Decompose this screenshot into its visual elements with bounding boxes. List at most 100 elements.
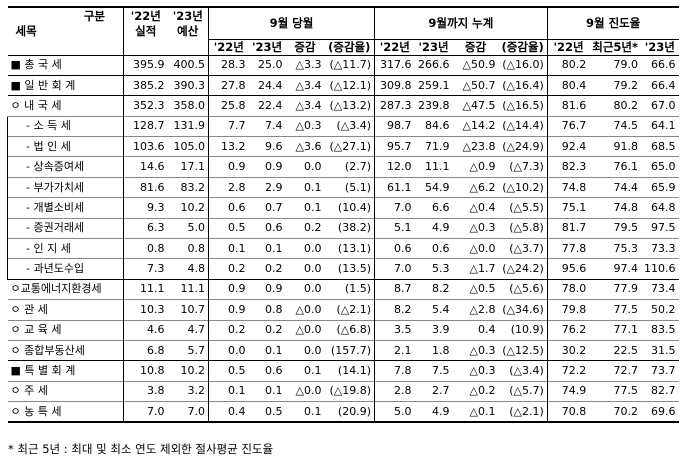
table-row: ㅇ 주 세 3.8 3.2 0.1 0.1 △0.0 (△19.8) 2.8 2.7 △0.2 (△…: [7, 380, 679, 402]
col23-label-1: '23년: [167, 6, 209, 23]
table-cell: (△2.1): [498, 401, 548, 424]
table-cell: 0.2: [208, 258, 249, 280]
table-cell: 0.7: [248, 197, 286, 219]
table-cell: 105.0: [167, 136, 209, 157]
table-row: - 과년도수입 7.3 4.8 0.2 0.2 0.0 (13.5) 7.0 5.3 △1.7 (△…: [7, 258, 679, 280]
table-cell: 79.8: [546, 299, 590, 321]
table-cell: (△5.5): [498, 197, 548, 219]
group-month: 9월 당월: [208, 6, 375, 40]
table-cell: △0.1: [452, 401, 499, 424]
table-cell: 2.1: [374, 339, 415, 361]
table-cell: 74.4: [589, 176, 642, 198]
sub2-22: '22년: [374, 39, 415, 55]
table-cell: 0.5: [248, 401, 286, 424]
table-cell: (10.9): [498, 319, 548, 341]
table-cell: (157.7): [324, 339, 375, 361]
table-cell: (38.2): [324, 217, 375, 239]
table-cell: 11.1: [167, 278, 209, 300]
table-cell: △0.5: [452, 278, 499, 300]
col22-label-2: 실적: [123, 23, 168, 39]
table-cell: 76.1: [589, 156, 642, 178]
table-cell: 22.5: [589, 339, 642, 361]
table-cell: 65.0: [641, 156, 679, 178]
table-cell: 10.3: [123, 299, 168, 321]
header-row-2: 세목 실적 예산: [8, 23, 679, 39]
table-cell: 5.4: [414, 299, 453, 321]
table-cell: (△34.6): [498, 299, 548, 321]
table-cell: 8.7: [374, 278, 415, 300]
sub2-change: 증감: [464, 40, 487, 54]
table-cell: 77.5: [589, 299, 642, 321]
table-cell: 0.8: [248, 299, 286, 321]
table-cell: 75.1: [546, 197, 590, 219]
row-label: - 과년도수입: [7, 258, 124, 280]
table-cell: △0.2: [452, 380, 499, 402]
table-row: - 증권거래세 6.3 5.0 0.5 0.6 0.2 (38.2) 5.1 4.9 △0.3 (△…: [7, 217, 679, 239]
table-cell: △0.9: [452, 156, 499, 178]
table-cell: (△3.7): [498, 238, 548, 259]
table-cell: (△3.4): [498, 360, 548, 382]
table-cell: 28.3: [208, 54, 249, 76]
table-cell: 73.7: [641, 360, 679, 382]
table-row: - 법 인 세 103.6 105.0 13.2 9.6 △3.6 (△27.1) 95.7 7…: [7, 136, 679, 157]
table-cell: 14.6: [123, 156, 168, 178]
table-cell: 0.9: [248, 156, 286, 178]
table-cell: △6.2: [452, 176, 499, 198]
table-cell: 0.6: [248, 360, 286, 382]
table-cell: 0.9: [208, 278, 249, 300]
table-cell: △0.3: [452, 217, 499, 239]
table-row: ■ 총 국 세 395.9 400.5 28.3 25.0 △3.3 (△11.7) 317.…: [7, 54, 679, 76]
table-cell: 54.9: [414, 176, 453, 198]
table-cell: (△14.4): [498, 115, 548, 137]
table-cell: 287.3: [374, 95, 415, 117]
table-cell: 73.4: [641, 278, 679, 300]
table-cell: 7.8: [374, 360, 415, 382]
sub1-22: '22년: [208, 39, 249, 55]
table-cell: 10.2: [167, 197, 209, 219]
table-cell: 317.6: [374, 54, 415, 76]
table-cell: 0.8: [167, 238, 209, 259]
table-cell: (14.1): [324, 360, 375, 382]
table-cell: (△6.8): [324, 319, 375, 341]
table-cell: (5.1): [324, 176, 375, 198]
sub1-23: '23년: [251, 40, 283, 54]
table-cell: 83.5: [641, 319, 679, 341]
header-empty-2: [123, 39, 168, 55]
table-cell: (△5.6): [498, 278, 548, 300]
header-empty-1: [8, 39, 124, 55]
table-cell: △3.3: [285, 54, 325, 76]
table-cell: 77.9: [589, 278, 642, 300]
table-cell: 0.6: [208, 197, 249, 219]
table-cell: 7.7: [208, 115, 249, 137]
table-cell: 0.8: [123, 238, 168, 259]
table-cell: 0.1: [285, 176, 325, 198]
table-cell: 0.9: [208, 299, 249, 321]
row-label: - 증권거래세: [7, 217, 124, 239]
table-cell: 4.9: [414, 401, 453, 424]
table-cell: 97.5: [641, 217, 679, 239]
table-cell: 91.8: [589, 136, 642, 157]
table-cell: (△11.7): [324, 54, 375, 76]
row-label: - 부가가치세: [7, 176, 124, 198]
table-cell: 77.1: [589, 319, 642, 341]
table-cell: 74.5: [589, 115, 642, 137]
table-cell: (2.7): [324, 156, 375, 178]
table-row: ■ 특 별 회 계 10.8 10.2 0.5 0.6 0.1 (14.1) 7.8 7.5 △0…: [7, 360, 679, 382]
table-cell: 103.6: [123, 136, 168, 157]
table-cell: 385.2: [123, 74, 168, 96]
table-cell: (△12.5): [498, 339, 548, 361]
footnote: * 최근 5년 : 최대 및 최소 연도 제외한 절사평균 진도율: [8, 442, 274, 456]
table-cell: 266.6: [414, 54, 453, 76]
row-label: ㅇ 종합부동산세: [7, 339, 124, 361]
table-cell: (△16.5): [498, 95, 548, 117]
table-cell: 92.4: [546, 136, 590, 157]
table-cell: 1.8: [414, 339, 453, 361]
row-label: ㅇ 주 세: [7, 380, 124, 402]
table-cell: 0.1: [208, 238, 249, 259]
row-label: - 인 지 세: [7, 238, 124, 259]
table-cell: 4.6: [123, 319, 168, 341]
table-cell: 4.9: [414, 217, 453, 239]
table-cell: 83.2: [167, 176, 209, 198]
table-cell: 74.8: [589, 197, 642, 219]
